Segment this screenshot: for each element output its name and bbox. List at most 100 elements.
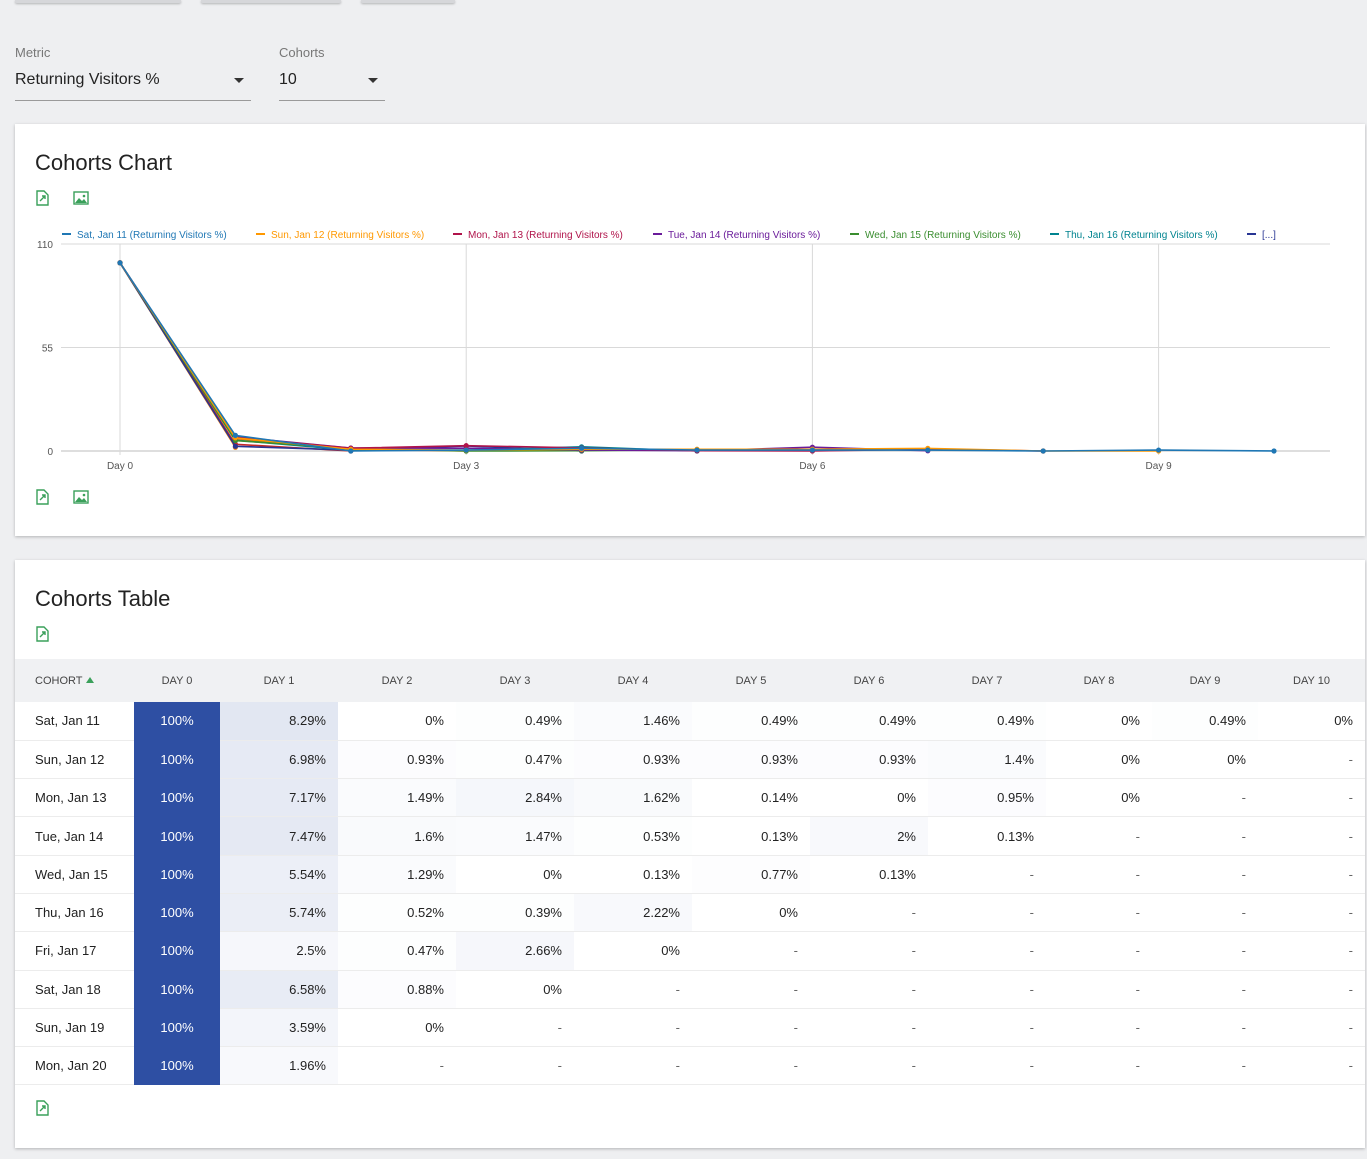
sort-ascending-icon [86,676,95,683]
cohorts-dropdown[interactable]: 10 [279,71,385,101]
value-cell: 100% [134,1008,220,1048]
value-cell: - [810,1008,928,1048]
chevron-down-icon [368,78,378,83]
data-point[interactable] [694,447,700,453]
legend-item[interactable]: Sun, Jan 12 (Returning Visitors %) [271,230,424,241]
column-header-day-2[interactable]: DAY 2 [338,659,456,702]
table-row: Sun, Jan 12 100% 6.98% 0.93% 0.47% 0.93% 0.93%… [15,740,1365,780]
column-header-day-4[interactable]: DAY 4 [574,659,692,702]
legend-more[interactable]: [...] [1262,230,1276,241]
value-cell: - [928,1046,1046,1086]
column-header-day-7[interactable]: DAY 7 [928,659,1046,702]
data-point[interactable] [809,447,816,453]
export-icon[interactable] [33,1099,51,1117]
data-point[interactable] [579,445,585,451]
column-header-day-10[interactable]: DAY 10 [1258,659,1365,702]
value-cell: 0.49% [456,702,574,741]
series-line [119,262,1159,452]
value-cell: - [810,970,928,1009]
top-tabs [15,0,455,3]
top-tab-3[interactable] [361,0,455,3]
cohort-cell: Mon, Jan 13 [15,778,134,818]
legend-item[interactable]: Tue, Jan 14 (Returning Visitors %) [668,230,820,241]
y-tick-label: 110 [37,240,53,251]
value-cell: - [810,931,928,971]
value-cell: 0.53% [574,816,692,856]
value-cell: 100% [134,931,220,971]
column-header-label: DAY 0 [161,674,193,687]
value-cell: 0.39% [456,893,574,933]
image-icon[interactable] [72,189,90,207]
column-header-day-8[interactable]: DAY 8 [1046,659,1152,702]
column-header-label: DAY 10 [1293,674,1330,687]
value-cell: 1.96% [220,1046,338,1086]
value-cell: 0.49% [1152,702,1258,741]
value-cell: - [1046,931,1152,971]
table-row: Mon, Jan 20 100% 1.96% - - - - - - - - - [15,1046,1365,1086]
column-header-day-3[interactable]: DAY 3 [456,659,574,702]
image-icon[interactable] [72,488,90,506]
value-cell: 2.84% [456,778,574,818]
column-header-day-1[interactable]: DAY 1 [220,659,338,702]
value-cell: - [456,1046,574,1086]
value-cell: 0.13% [928,816,1046,856]
top-tab-2[interactable] [201,0,341,3]
value-cell: 100% [134,855,220,894]
top-tab-1[interactable] [15,0,181,3]
value-cell: 0.13% [574,855,692,894]
table-row: Thu, Jan 16 100% 5.74% 0.52% 0.39% 2.22% 0% - - -… [15,893,1365,933]
value-cell: - [1152,816,1258,856]
value-cell: 1.4% [928,740,1046,780]
legend-item[interactable]: Sat, Jan 11 (Returning Visitors %) [77,230,227,241]
value-cell: 0.49% [928,702,1046,741]
export-icon[interactable] [33,488,51,506]
column-header-day-6[interactable]: DAY 6 [810,659,928,702]
cohort-cell: Tue, Jan 14 [15,816,134,856]
value-cell: 0% [574,931,692,971]
legend-item[interactable]: Thu, Jan 16 (Returning Visitors %) [1065,230,1218,241]
metric-value: Returning Visitors % [15,71,160,88]
value-cell: 0% [456,855,574,894]
data-point[interactable] [463,443,469,449]
legend-item[interactable]: Mon, Jan 13 (Returning Visitors %) [468,230,623,241]
value-cell: 2% [810,816,928,856]
value-cell: 0% [1046,740,1152,780]
data-point[interactable] [117,260,123,266]
value-cell: - [1258,816,1365,856]
value-cell: 0.49% [810,702,928,741]
data-point[interactable] [1156,447,1162,453]
value-cell: 0.93% [810,740,928,780]
export-icon[interactable] [33,625,51,643]
data-point[interactable] [925,447,931,453]
value-cell: 8.29% [220,702,338,741]
x-tick-label: Day 6 [799,461,826,472]
value-cell: - [1258,893,1365,933]
value-cell: 0% [692,893,810,933]
value-cell: 0% [338,1008,456,1048]
data-point[interactable] [463,447,469,453]
column-header-day-9[interactable]: DAY 9 [1152,659,1258,702]
value-cell: - [928,931,1046,971]
data-point[interactable] [232,432,238,438]
data-point[interactable] [1271,448,1277,454]
table-title: Cohorts Table [35,586,171,611]
data-point[interactable] [1040,448,1046,454]
value-cell: - [1046,970,1152,1009]
value-cell: 1.46% [574,702,692,741]
column-header-label: DAY 1 [263,674,295,687]
export-icon[interactable] [33,189,51,207]
data-point[interactable] [232,443,238,449]
value-cell: - [1258,970,1365,1009]
metric-dropdown[interactable]: Returning Visitors % [15,71,251,101]
value-cell: 0.88% [338,970,456,1009]
legend-item[interactable]: Wed, Jan 15 (Returning Visitors %) [865,230,1021,241]
value-cell: - [692,1008,810,1048]
cohort-cell: Sat, Jan 18 [15,970,134,1009]
column-header-day-5[interactable]: DAY 5 [692,659,810,702]
value-cell: - [338,1046,456,1086]
data-point[interactable] [348,448,354,454]
value-cell: 2.66% [456,931,574,971]
x-tick-label: Day 3 [453,461,480,472]
column-header-day-0[interactable]: DAY 0 [134,659,220,702]
column-header-cohort[interactable]: COHORT [15,659,134,702]
